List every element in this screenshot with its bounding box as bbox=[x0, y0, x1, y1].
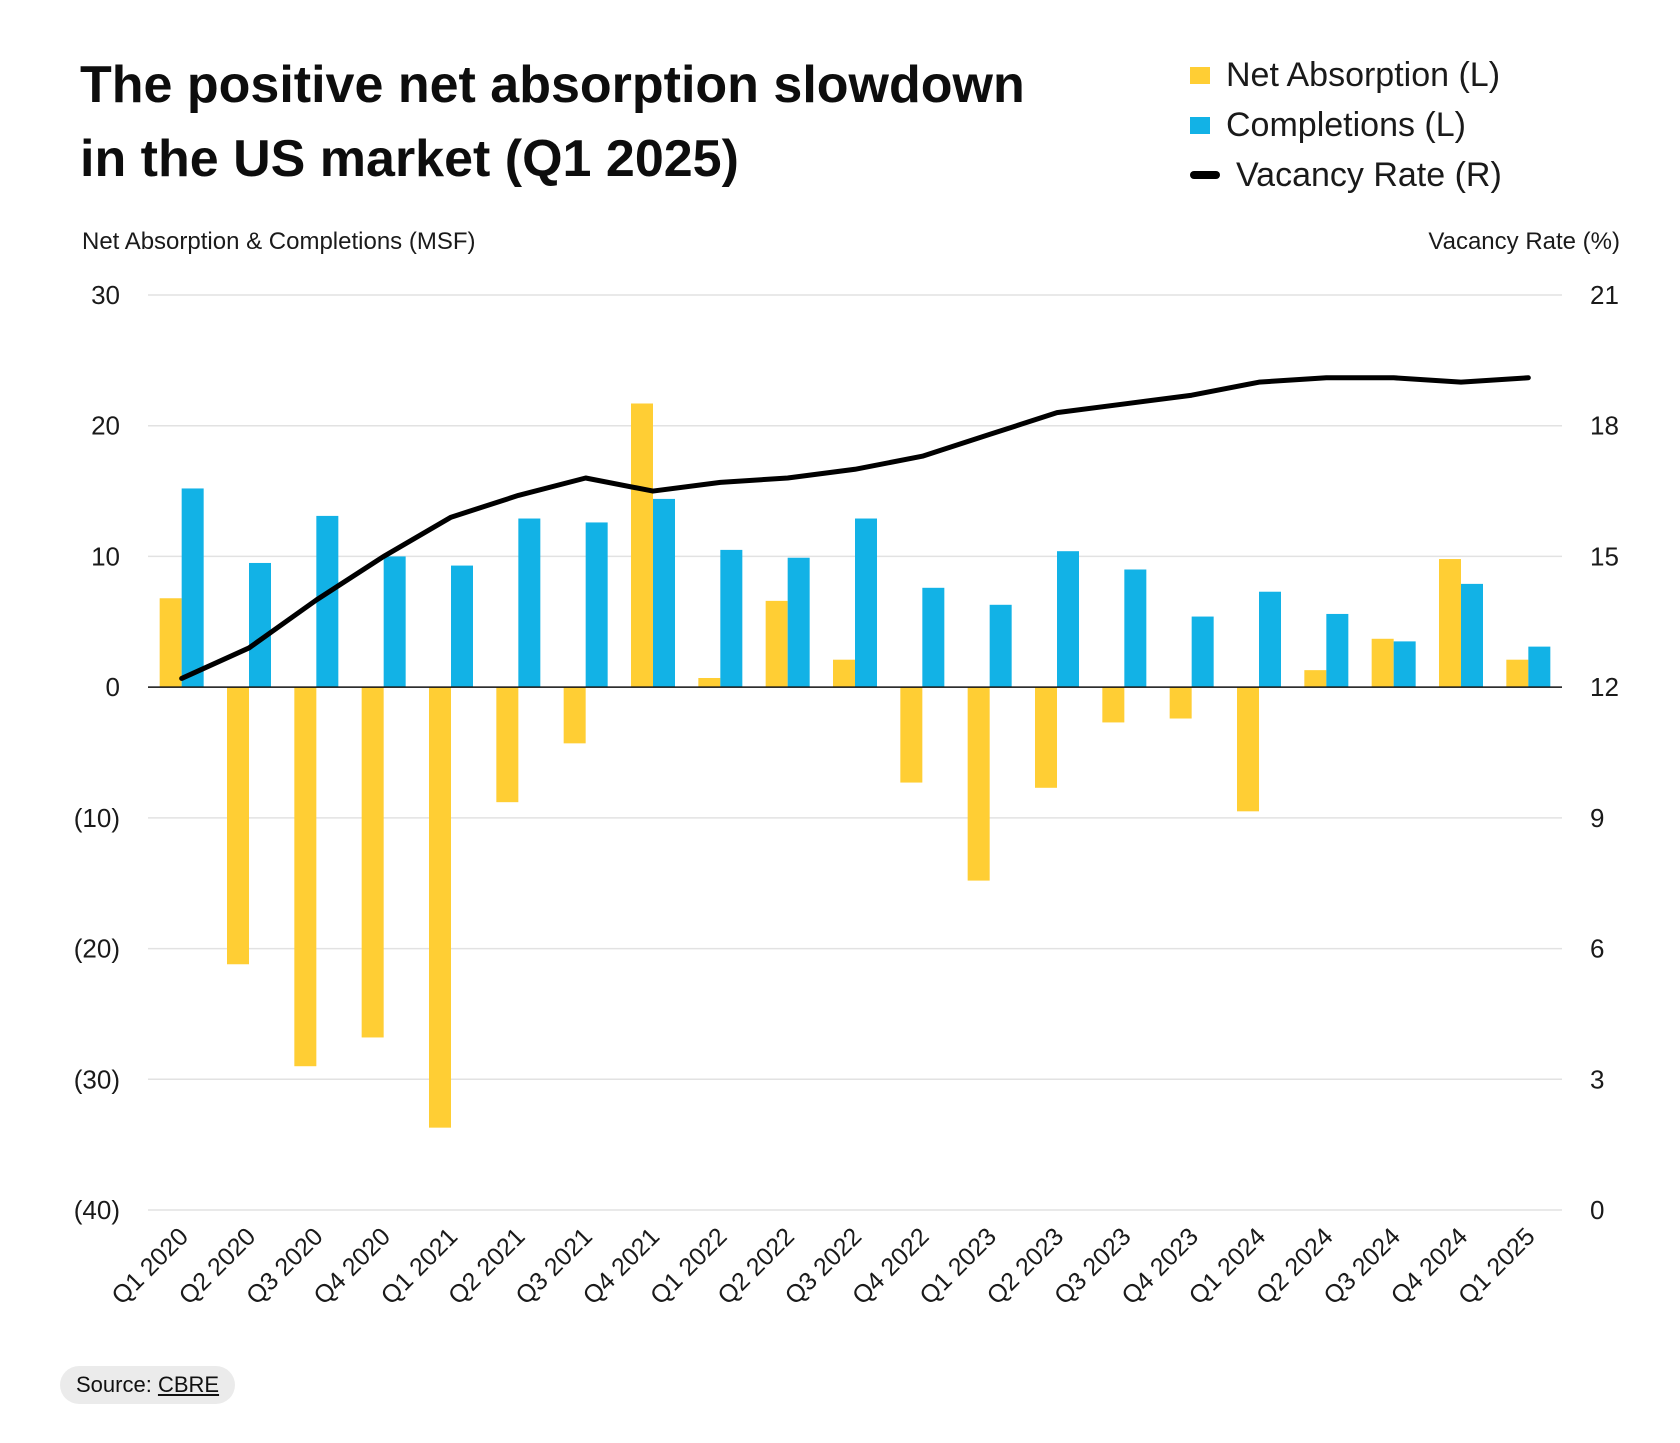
legend-item-vacancy-rate: Vacancy Rate (R) bbox=[1190, 150, 1502, 200]
title-line-2: in the US market (Q1 2025) bbox=[80, 130, 739, 188]
bar-net-absorption bbox=[1102, 687, 1125, 723]
bar-net-absorption bbox=[429, 687, 451, 1128]
bar-net-absorption bbox=[563, 687, 586, 744]
y2-tick-label: 15 bbox=[1590, 541, 1619, 571]
bar-completions bbox=[1461, 583, 1483, 688]
bar-completions bbox=[316, 515, 339, 688]
vacancy-line bbox=[179, 375, 1531, 681]
bar-completions bbox=[922, 587, 945, 688]
bar-completions bbox=[1259, 591, 1281, 688]
bar-net-absorption bbox=[294, 687, 317, 1067]
legend-swatch-net-absorption bbox=[1190, 66, 1210, 84]
source-link[interactable]: CBRE bbox=[157, 1372, 220, 1397]
bar-net-absorption bbox=[631, 403, 653, 688]
left-axis-title: Net Absorption & Completions (MSF) bbox=[82, 228, 476, 255]
y-tick-label: (10) bbox=[74, 803, 120, 833]
y-tick-label: 0 bbox=[106, 672, 120, 702]
bar-net-absorption bbox=[1035, 687, 1057, 788]
bars bbox=[148, 403, 1562, 1128]
bar-completions bbox=[855, 518, 877, 688]
bar-completions bbox=[1393, 641, 1416, 688]
y2-tick-label: 21 bbox=[1590, 280, 1619, 310]
bar-completions bbox=[451, 565, 473, 688]
bar-net-absorption bbox=[900, 687, 923, 783]
bar-completions bbox=[383, 556, 406, 688]
bar-completions bbox=[585, 522, 608, 688]
bar-net-absorption bbox=[967, 687, 990, 881]
bar-net-absorption bbox=[1371, 638, 1394, 688]
bar-completions bbox=[1528, 646, 1551, 688]
bar-net-absorption bbox=[361, 687, 384, 1038]
right-axis-ticks: 21 18 15 12 9 6 3 0 bbox=[1590, 280, 1619, 1225]
source-badge: Source: CBRE bbox=[60, 1366, 236, 1404]
y2-tick-label: 18 bbox=[1590, 411, 1619, 441]
y-tick-label: 20 bbox=[91, 411, 120, 441]
y2-tick-label: 6 bbox=[1590, 934, 1604, 964]
bar-completions bbox=[1326, 613, 1349, 688]
bar-net-absorption bbox=[227, 687, 249, 965]
vacancy-rate-line bbox=[179, 375, 1531, 681]
bar-completions bbox=[653, 498, 675, 688]
bar-completions bbox=[720, 549, 743, 688]
right-axis-title: Vacancy Rate (%) bbox=[1428, 228, 1620, 255]
legend-swatch-completions bbox=[1190, 116, 1210, 134]
title-line-1: The positive net absorption slowdown bbox=[80, 56, 1025, 114]
bar-net-absorption bbox=[833, 659, 855, 688]
legend-item-completions: Completions (L) bbox=[1190, 100, 1502, 150]
legend-label-vacancy-rate: Vacancy Rate (R) bbox=[1236, 155, 1502, 194]
bar-completions bbox=[249, 562, 271, 688]
y2-tick-label: 9 bbox=[1590, 803, 1604, 833]
y2-tick-label: 12 bbox=[1590, 672, 1619, 702]
y-tick-label: 30 bbox=[91, 280, 120, 310]
chart-title: The positive net absorption slowdown in … bbox=[80, 48, 1080, 196]
bar-net-absorption bbox=[1506, 659, 1529, 688]
y-tick-label: (40) bbox=[74, 1195, 120, 1225]
bar-completions bbox=[181, 488, 204, 688]
y-tick-label: (20) bbox=[74, 934, 120, 964]
bar-net-absorption bbox=[698, 677, 721, 688]
bar-net-absorption bbox=[1439, 559, 1461, 688]
bar-net-absorption bbox=[1169, 687, 1192, 719]
legend: Net Absorption (L) Completions (L) Vacan… bbox=[1190, 50, 1502, 200]
bar-completions bbox=[1191, 616, 1214, 688]
bar-net-absorption bbox=[159, 598, 182, 688]
bar-net-absorption bbox=[765, 600, 788, 688]
y2-tick-label: 3 bbox=[1590, 1064, 1604, 1094]
legend-label-completions: Completions (L) bbox=[1226, 105, 1466, 144]
bar-completions bbox=[1057, 551, 1079, 688]
legend-swatch-vacancy-rate bbox=[1190, 171, 1220, 179]
bar-net-absorption bbox=[1304, 670, 1327, 688]
bar-net-absorption bbox=[1237, 687, 1259, 812]
legend-item-net-absorption: Net Absorption (L) bbox=[1190, 50, 1502, 100]
y-tick-label: (30) bbox=[74, 1064, 120, 1094]
bar-completions bbox=[989, 604, 1012, 688]
legend-label-net-absorption: Net Absorption (L) bbox=[1226, 55, 1501, 94]
y2-tick-label: 0 bbox=[1590, 1195, 1604, 1225]
gridlines bbox=[148, 294, 1562, 1211]
left-axis-ticks: 30 20 10 0 (10) (20) (30) (40) bbox=[74, 280, 120, 1225]
bar-completions bbox=[1124, 569, 1147, 688]
source-prefix: Source: bbox=[76, 1372, 158, 1397]
bar-net-absorption bbox=[496, 687, 519, 803]
y-tick-label: 10 bbox=[91, 541, 120, 571]
bar-completions bbox=[787, 557, 810, 688]
bar-completions bbox=[518, 518, 541, 688]
